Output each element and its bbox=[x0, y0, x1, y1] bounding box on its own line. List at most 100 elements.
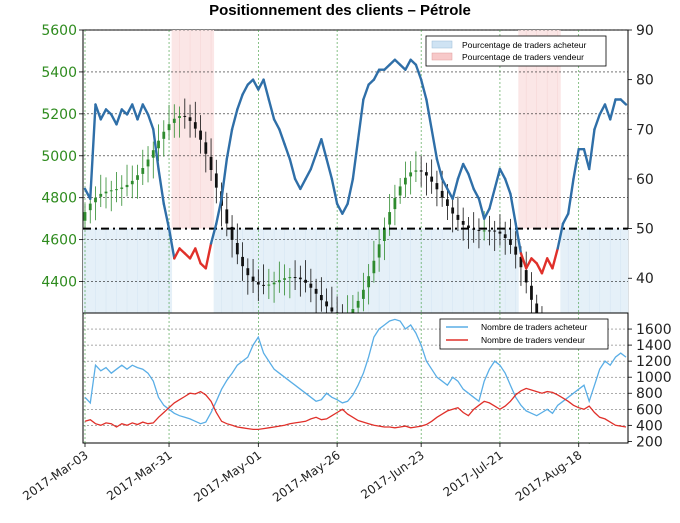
percent-line-segment bbox=[440, 177, 449, 191]
percent-tick-label: 90 bbox=[636, 23, 654, 39]
candle-body bbox=[456, 214, 460, 220]
percent-line-segment bbox=[619, 98, 628, 106]
percent-line-segment bbox=[603, 103, 612, 121]
percent-line-segment bbox=[225, 128, 234, 161]
candle-body bbox=[193, 122, 197, 129]
candle-body bbox=[99, 193, 103, 197]
percent-line-segment bbox=[152, 128, 160, 171]
legend-label-long: Pourcentage de traders acheteur bbox=[462, 40, 586, 50]
percent-line-segment bbox=[325, 157, 334, 181]
percent-line-segment bbox=[94, 103, 102, 121]
candle-body bbox=[298, 277, 302, 280]
candle-body bbox=[151, 150, 155, 158]
long-fill-band bbox=[413, 228, 419, 313]
buyers-count-line bbox=[84, 318, 627, 425]
date-tick-label: 2017-Jun-23 bbox=[358, 448, 427, 502]
price-tick-label: 5200 bbox=[41, 107, 77, 123]
long-fill-band bbox=[507, 228, 514, 313]
long-fill-band bbox=[108, 228, 115, 313]
candle-body bbox=[403, 177, 407, 185]
candle-body bbox=[477, 229, 481, 231]
percent-line-segment bbox=[141, 103, 150, 116]
candle-body bbox=[309, 283, 313, 288]
price-tick-label: 4400 bbox=[41, 275, 77, 291]
sellers-count-line bbox=[84, 387, 627, 431]
candle-body bbox=[230, 226, 234, 240]
candle-body bbox=[382, 227, 386, 241]
candle-body bbox=[493, 230, 497, 232]
percent-line-segment bbox=[609, 98, 617, 121]
legend-swatch-long bbox=[431, 40, 453, 49]
percent-line-segment bbox=[341, 202, 349, 215]
date-tick-label: 2017-May-26 bbox=[270, 448, 343, 505]
price-tick-label: 5000 bbox=[41, 149, 77, 165]
candle-body bbox=[409, 172, 413, 177]
short-fill-band bbox=[203, 30, 209, 229]
top-legend: Pourcentage de traders acheteur Pourcent… bbox=[425, 35, 607, 67]
percent-line-segment bbox=[482, 207, 491, 220]
candle-body bbox=[162, 131, 166, 139]
candle-body bbox=[204, 142, 208, 154]
price-tick-label: 5600 bbox=[41, 23, 77, 39]
legend-label-buyers: Nombre de traders acheteur bbox=[481, 322, 587, 332]
long-fill-band bbox=[560, 228, 566, 313]
percent-tick-label: 40 bbox=[636, 271, 654, 287]
percent-line-segment bbox=[241, 83, 250, 96]
percent-line-segment bbox=[209, 222, 218, 245]
percent-line-segment bbox=[293, 177, 302, 191]
percent-line-segment bbox=[435, 157, 444, 181]
percent-line-segment bbox=[167, 227, 176, 260]
count-tick-label: 1200 bbox=[636, 354, 672, 370]
candle-body bbox=[115, 189, 118, 191]
candle-body bbox=[482, 230, 486, 232]
percent-line-segment bbox=[236, 93, 244, 111]
percent-line-segment bbox=[546, 257, 554, 270]
long-fill-band bbox=[392, 228, 398, 313]
count-tick-label: 200 bbox=[636, 434, 663, 450]
short-fill-band bbox=[518, 30, 524, 229]
candle-body bbox=[398, 186, 402, 196]
long-fill-band bbox=[350, 228, 356, 313]
candle-body bbox=[183, 115, 187, 117]
candle-body bbox=[509, 239, 512, 245]
percent-line-segment bbox=[362, 83, 370, 101]
long-fill-band bbox=[623, 228, 629, 313]
percent-line-segment bbox=[540, 257, 549, 275]
candle-body bbox=[167, 124, 171, 131]
candle-body bbox=[157, 140, 160, 149]
percent-line-segment bbox=[335, 202, 344, 215]
percent-line-segment bbox=[477, 197, 486, 220]
bottom-legend-box bbox=[439, 318, 609, 350]
percent-line-segment bbox=[556, 222, 565, 250]
candle-body bbox=[524, 270, 528, 283]
candle-body bbox=[330, 307, 334, 312]
price-tick-label: 4600 bbox=[41, 233, 77, 249]
candle-body bbox=[530, 285, 533, 300]
long-fill-band bbox=[602, 228, 609, 313]
percent-line-segment bbox=[157, 167, 165, 205]
long-fill-band bbox=[87, 228, 94, 313]
percent-line-segment bbox=[425, 98, 433, 131]
percent-line-segment bbox=[393, 58, 402, 66]
candle-body bbox=[388, 212, 392, 225]
candle-body bbox=[109, 190, 113, 192]
percent-line-segment bbox=[220, 157, 229, 201]
percent-line-segment bbox=[582, 147, 591, 171]
percent-line-segment bbox=[404, 58, 412, 71]
long-fill-band bbox=[83, 228, 89, 313]
candle-body bbox=[241, 256, 244, 267]
long-fill-band bbox=[434, 228, 440, 313]
long-fill-band bbox=[224, 228, 230, 313]
long-fill-band bbox=[318, 228, 325, 313]
percent-line-segment bbox=[262, 78, 271, 101]
percent-line-segment bbox=[525, 257, 533, 270]
candle-body bbox=[393, 198, 397, 210]
percent-line-segment bbox=[372, 68, 381, 81]
candle-body bbox=[125, 184, 129, 188]
candle-body bbox=[225, 209, 229, 224]
percent-line-segment bbox=[188, 247, 197, 260]
date-tick-label: 2017-Aug-18 bbox=[513, 448, 585, 504]
candle-body bbox=[246, 268, 250, 276]
percent-line-segment bbox=[561, 212, 570, 225]
